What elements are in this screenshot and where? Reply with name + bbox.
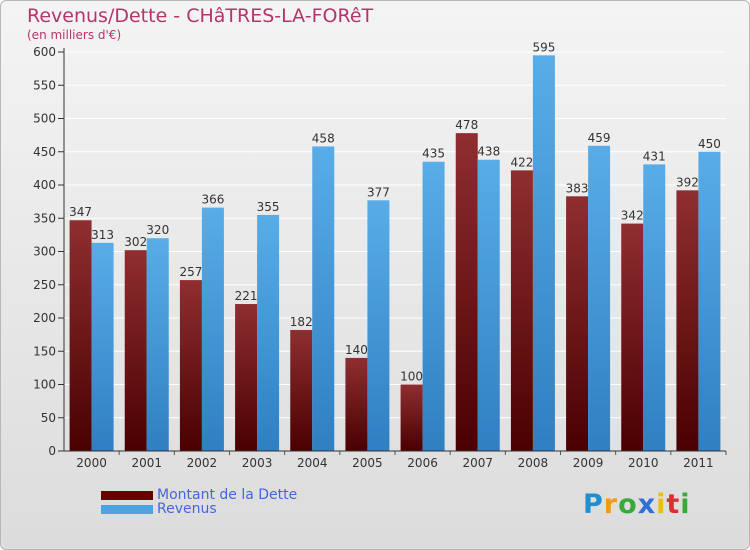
data-label-revenue: 438 [477,145,500,159]
logo-letter: P [583,489,604,520]
chart-subtitle: (en milliers d'€) [27,28,122,42]
y-tick-label: 600 [33,45,56,59]
data-label-debt: 182 [290,315,313,329]
bar-revenue [698,151,721,451]
bar-debt [621,223,644,451]
x-tick-label: 2003 [242,456,273,470]
x-tick-label: 2009 [573,456,604,470]
data-label-debt: 302 [124,235,147,249]
bar-debt [510,170,533,451]
y-tick-label: 400 [33,178,56,192]
bar-revenue [643,164,666,451]
bar-debt [179,280,202,451]
bar-revenue [422,161,445,451]
y-tick-label: 500 [33,112,56,126]
data-label-debt: 100 [400,370,423,384]
data-label-revenue: 450 [698,137,721,151]
bar-revenue [201,207,224,451]
x-tick-label: 2002 [187,456,218,470]
x-tick-label: 2006 [407,456,438,470]
data-label-revenue: 320 [146,223,169,237]
bar-debt [566,196,589,451]
bar-revenue [91,242,114,451]
data-label-revenue: 595 [532,40,555,54]
bar-revenue [477,159,500,452]
logo-letter: r [603,489,619,520]
bar-debt [676,190,699,451]
bar-revenue [367,200,390,451]
x-tick-label: 2000 [76,456,107,470]
bar-debt [400,384,423,451]
logo-letter: x [637,489,657,520]
data-label-revenue: 366 [201,193,224,207]
bar-debt [124,250,147,451]
data-label-debt: 347 [69,205,92,219]
y-tick-label: 100 [33,378,56,392]
bar-debt [455,133,478,451]
x-tick-label: 2004 [297,456,328,470]
legend-swatch-debt [101,490,153,500]
bar-debt [235,304,258,451]
data-label-revenue: 431 [643,149,666,163]
logo-letter: i [656,489,667,520]
data-label-revenue: 458 [312,131,335,145]
x-tick-label: 2005 [352,456,383,470]
x-tick-label: 2008 [518,456,549,470]
legend-item-revenue: Revenus [101,501,217,517]
bar-debt [69,220,92,451]
logo-letter: i [680,489,691,520]
y-tick-label: 200 [33,311,56,325]
data-label-revenue: 435 [422,147,445,161]
data-label-debt: 383 [566,181,589,195]
y-tick-label: 350 [33,211,56,225]
data-label-debt: 392 [676,175,699,189]
bar-debt [345,357,368,451]
x-tick-label: 2007 [462,456,493,470]
legend-label-debt: Montant de la Dette [157,487,298,503]
y-tick-label: 300 [33,245,56,259]
y-tick-label: 150 [33,344,56,358]
bar-revenue [312,146,335,451]
data-label-debt: 422 [510,155,533,169]
y-tick-label: 0 [48,444,56,458]
data-label-debt: 342 [621,209,644,223]
bar-revenue [532,55,555,451]
legend-swatch-revenue [101,504,153,514]
logo-letter: o [618,489,638,520]
y-tick-label: 550 [33,78,56,92]
data-label-revenue: 459 [588,131,611,145]
x-tick-label: 2001 [131,456,162,470]
proxiti-logo: Proxiti [583,489,691,520]
y-tick-label: 250 [33,278,56,292]
data-label-revenue: 313 [91,228,114,242]
chart-title: Revenus/Dette - CHâTRES-LA-FORêT [27,5,374,27]
x-tick-label: 2011 [683,456,714,470]
logo-letter: t [666,489,681,520]
y-tick-label: 450 [33,145,56,159]
data-label-revenue: 355 [257,200,280,214]
legend-item-debt: Montant de la Dette [101,487,298,503]
y-tick-label: 50 [41,411,56,425]
data-label-debt: 221 [235,289,258,303]
data-label-debt: 140 [345,343,368,357]
x-tick-label: 2010 [628,456,659,470]
data-label-revenue: 377 [367,185,390,199]
bar-revenue [257,214,280,451]
bar-debt [290,329,313,451]
data-label-debt: 257 [179,265,202,279]
data-label-debt: 478 [455,118,478,132]
bar-revenue [588,145,611,451]
legend-label-revenue: Revenus [157,501,217,517]
bar-revenue [146,238,169,451]
